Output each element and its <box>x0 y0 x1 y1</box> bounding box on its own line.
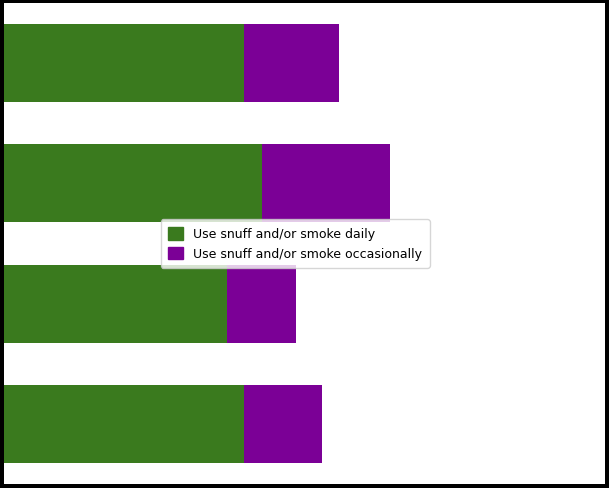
Bar <box>4 25 244 103</box>
Bar <box>4 265 227 343</box>
Legend: Use snuff and/or smoke daily, Use snuff and/or smoke occasionally: Use snuff and/or smoke daily, Use snuff … <box>161 220 429 268</box>
Bar <box>227 265 296 343</box>
Bar <box>262 145 390 223</box>
Bar <box>244 25 339 103</box>
Bar <box>4 385 244 463</box>
Bar <box>4 145 262 223</box>
Bar <box>244 385 322 463</box>
